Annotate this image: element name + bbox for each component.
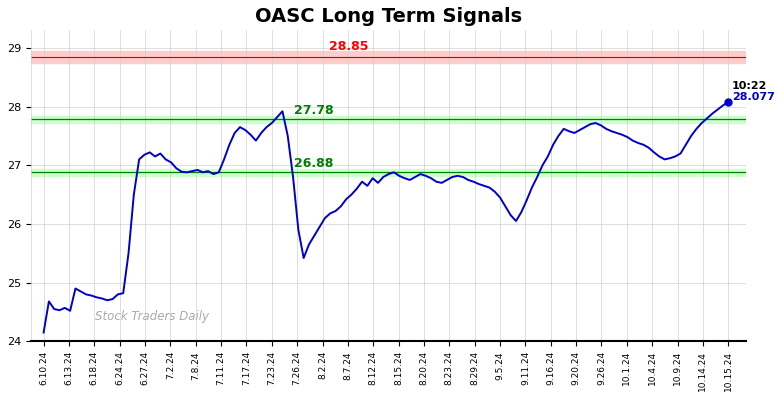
Bar (31, 51, 746, 62)
Bar (31, 169, 746, 176)
Text: Stock Traders Daily: Stock Traders Daily (96, 310, 209, 323)
Bar (31, 116, 746, 123)
Text: 28.077: 28.077 (732, 92, 775, 102)
Text: 28.85: 28.85 (329, 40, 368, 53)
Text: 10:22: 10:22 (732, 82, 768, 92)
Point (722, 99, 735, 105)
Text: 27.78: 27.78 (293, 104, 333, 117)
Title: OASC Long Term Signals: OASC Long Term Signals (255, 7, 522, 26)
Text: 26.88: 26.88 (294, 157, 333, 170)
